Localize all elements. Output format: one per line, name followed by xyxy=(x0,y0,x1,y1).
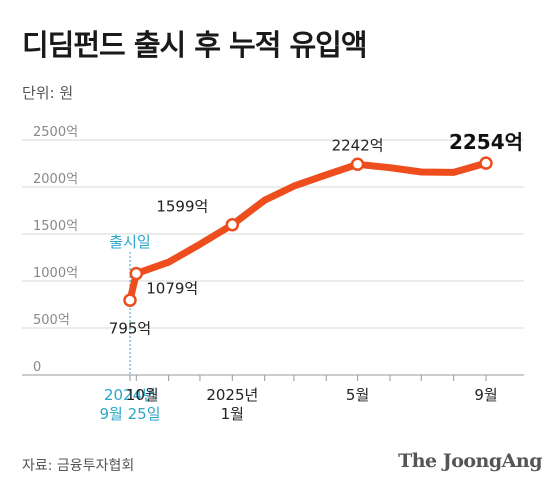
data-point-marker xyxy=(123,293,137,308)
line-layer xyxy=(123,156,493,308)
x-tick-label: 9월 xyxy=(474,386,497,404)
source-note: 자료: 금융투자협회 xyxy=(22,458,135,474)
data-label: 2254억 xyxy=(449,130,523,154)
y-tick-label: 1500억 xyxy=(33,219,78,234)
series-line xyxy=(126,159,490,304)
data-point-marker xyxy=(129,266,144,281)
x-tick-label: 1월 xyxy=(221,405,244,423)
data-label: 1079억 xyxy=(146,280,198,298)
data-point-marker xyxy=(479,156,493,170)
unit-label: 단위: 원 xyxy=(22,84,74,102)
y-tick-label: 1000억 xyxy=(33,266,78,281)
y-tick-label: 500억 xyxy=(33,313,70,328)
x-tick-label: 10월 xyxy=(126,386,159,404)
data-label: 795억 xyxy=(109,319,151,337)
chart-title: 디딤펀드 출시 후 누적 유입액 xyxy=(22,28,368,62)
x-tick-label: 2024년 xyxy=(104,386,156,404)
axis-layer: 0 500억 1000억 1500억 2000억 2500억 xyxy=(33,125,487,381)
y-tick-label: 0 xyxy=(33,360,41,375)
x-tick-label: 9월 25일 xyxy=(100,405,161,423)
y-tick-label: 2000억 xyxy=(33,172,78,187)
grid-layer xyxy=(22,139,524,376)
data-label: 1599억 xyxy=(156,198,208,216)
x-tick-label: 2025년 xyxy=(206,386,258,404)
data-point-marker xyxy=(225,217,240,232)
x-tick-label: 5월 xyxy=(346,386,369,404)
y-tick-label: 2500억 xyxy=(33,125,78,140)
data-label: 2242억 xyxy=(332,136,384,154)
launch-annotation: 출시일 xyxy=(109,233,150,251)
data-point-marker xyxy=(350,157,365,172)
brand-logo: The JoongAng xyxy=(398,450,542,472)
